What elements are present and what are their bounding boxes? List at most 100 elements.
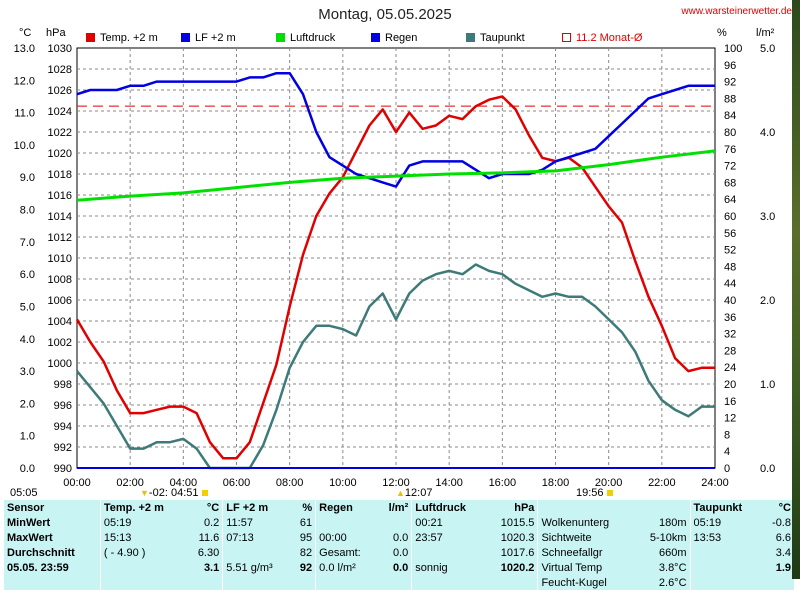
table-cell: 92 — [299, 561, 313, 574]
table-cell: 3.8°C — [658, 561, 687, 574]
table-cell: 1017.6 — [500, 546, 535, 559]
legend-temp: Temp. +2 m — [86, 32, 158, 44]
table-cell — [4, 575, 100, 590]
pressure-tick-label: 1004 — [48, 316, 72, 328]
humidity-tick-label: 64 — [724, 194, 736, 206]
pressure-tick-label: 1024 — [48, 106, 72, 118]
humidity-tick-label: 40 — [724, 295, 736, 307]
humidity-tick-label: 8 — [724, 429, 730, 441]
table-cell: 0.2 — [203, 516, 220, 529]
sunrise-marker: 05:05 — [10, 487, 38, 499]
pressure-tick-label: 1026 — [48, 85, 72, 97]
table-cell — [99, 560, 187, 575]
temp-tick-label: 2.0 — [20, 398, 35, 410]
table-cell: 00:00 — [315, 530, 378, 545]
table-cell: 1015.5 — [500, 516, 535, 529]
temp-tick-label: 7.0 — [20, 237, 35, 249]
humidity-line — [76, 71, 715, 188]
row-label: 05.05. 23:59 — [7, 561, 69, 574]
header-extra — [537, 500, 635, 515]
rain-unit-label: l/m² — [756, 27, 775, 39]
legend-monthly-avg: 11.2 Monat-Ø — [562, 32, 642, 44]
humidity-tick-label: 56 — [724, 228, 736, 240]
moon-time: 04:51 — [170, 487, 199, 499]
table-cell — [315, 515, 378, 530]
temp-tick-label: 13.0 — [14, 43, 35, 55]
humidity-tick-label: 92 — [724, 77, 736, 89]
table-row: 05.05. 23:59 3.1 5.51 g/m³ 92 0.0 l/m² 0… — [4, 560, 794, 575]
table-cell: 11.6 — [198, 531, 220, 544]
humidity-unit-label: % — [717, 27, 727, 39]
pressure-tick-label: 996 — [54, 400, 72, 412]
pressure-tick-label: 1010 — [48, 253, 72, 265]
humidity-tick-label: 96 — [724, 60, 736, 72]
table-cell — [689, 560, 762, 575]
sunset-square-icon — [606, 490, 613, 496]
humidity-tick-label: 88 — [724, 93, 736, 105]
x-tick-label: 12:00 — [382, 477, 410, 489]
legend-swatch — [371, 33, 380, 42]
sunset-marker: 19:56 — [576, 487, 613, 499]
table-cell — [689, 575, 762, 590]
table-cell: Sichtweite — [537, 530, 635, 545]
pressure-unit-label: hPa — [46, 27, 66, 39]
pressure-tick-label: 1022 — [48, 127, 72, 139]
temp-tick-label: 3.0 — [20, 366, 35, 378]
x-tick-label: 16:00 — [489, 477, 517, 489]
header-rain-unit: l/m² — [388, 501, 409, 514]
legend-label: Regen — [385, 32, 418, 44]
legend-swatch — [276, 33, 285, 42]
legend-label: Temp. +2 m — [100, 32, 158, 44]
humidity-tick-label: 20 — [724, 379, 736, 391]
legend-label: 11.2 Monat-Ø — [576, 32, 643, 44]
header-humidity-unit: % — [302, 501, 313, 514]
table-cell: 15:13 — [99, 530, 187, 545]
pressure-tick-label: 1000 — [48, 358, 72, 370]
pressure-tick-label: 1018 — [48, 169, 72, 181]
table-cell: 3.1 — [203, 561, 220, 574]
humidity-tick-label: 68 — [724, 177, 736, 189]
pressure-line — [76, 149, 716, 202]
humidity-tick-label: 76 — [724, 144, 736, 156]
table-cell — [486, 575, 538, 590]
weather-chart: 00:00 02:00 04:00 06:00 08:00 10:00 12:00 14:00… — [14, 43, 776, 489]
table-cell: 82 — [299, 546, 313, 559]
table-row: Feucht-Kugel 2.6°C — [4, 575, 794, 590]
humidity-tick-label: 72 — [724, 161, 736, 173]
table-cell — [689, 545, 762, 560]
table-cell — [411, 545, 486, 560]
x-tick-label: 00:00 — [63, 477, 91, 489]
row-label: Durchschnitt — [7, 546, 75, 559]
noon-icon: ▲ — [396, 488, 405, 498]
legend-dewpoint: Taupunkt — [466, 32, 525, 44]
table-row: MinWert 05:19 0.2 11:57 61 00:21 1015.5 … — [4, 515, 794, 530]
site-link[interactable]: www.warsteinerwetter.de — [681, 6, 792, 17]
table-cell: -0.8 — [772, 516, 791, 529]
legend-swatch — [466, 33, 475, 42]
header-temp-unit: °C — [206, 501, 220, 514]
humidity-tick-label: 28 — [724, 345, 736, 357]
legend-swatch — [181, 33, 190, 42]
pressure-tick-label: 1008 — [48, 274, 72, 286]
table-cell — [378, 575, 412, 590]
x-tick-label: 14:00 — [435, 477, 463, 489]
pressure-tick-label: 1020 — [48, 148, 72, 160]
x-tick-label: 24:00 — [701, 477, 729, 489]
humidity-tick-label: 100 — [724, 43, 742, 55]
rain-tick-label: 0.0 — [760, 463, 775, 475]
humidity-tick-label: 60 — [724, 211, 736, 223]
x-tick-label: 02:00 — [116, 477, 144, 489]
humidity-tick-label: 0 — [724, 463, 730, 475]
humidity-tick-label: 12 — [724, 413, 736, 425]
legend-label: LF +2 m — [195, 32, 236, 44]
humidity-tick-label: 4 — [724, 446, 730, 458]
humidity-tick-label: 80 — [724, 127, 736, 139]
legend-swatch — [86, 33, 95, 42]
pressure-tick-label: 994 — [54, 421, 72, 433]
table-cell — [222, 575, 292, 590]
humidity-tick-label: 36 — [724, 312, 736, 324]
noon-time: 12:07 — [404, 487, 433, 499]
sun-square-icon — [201, 490, 208, 496]
table-cell: 660m — [659, 546, 687, 559]
chart-title: Montag, 05.05.2025 — [318, 6, 452, 23]
